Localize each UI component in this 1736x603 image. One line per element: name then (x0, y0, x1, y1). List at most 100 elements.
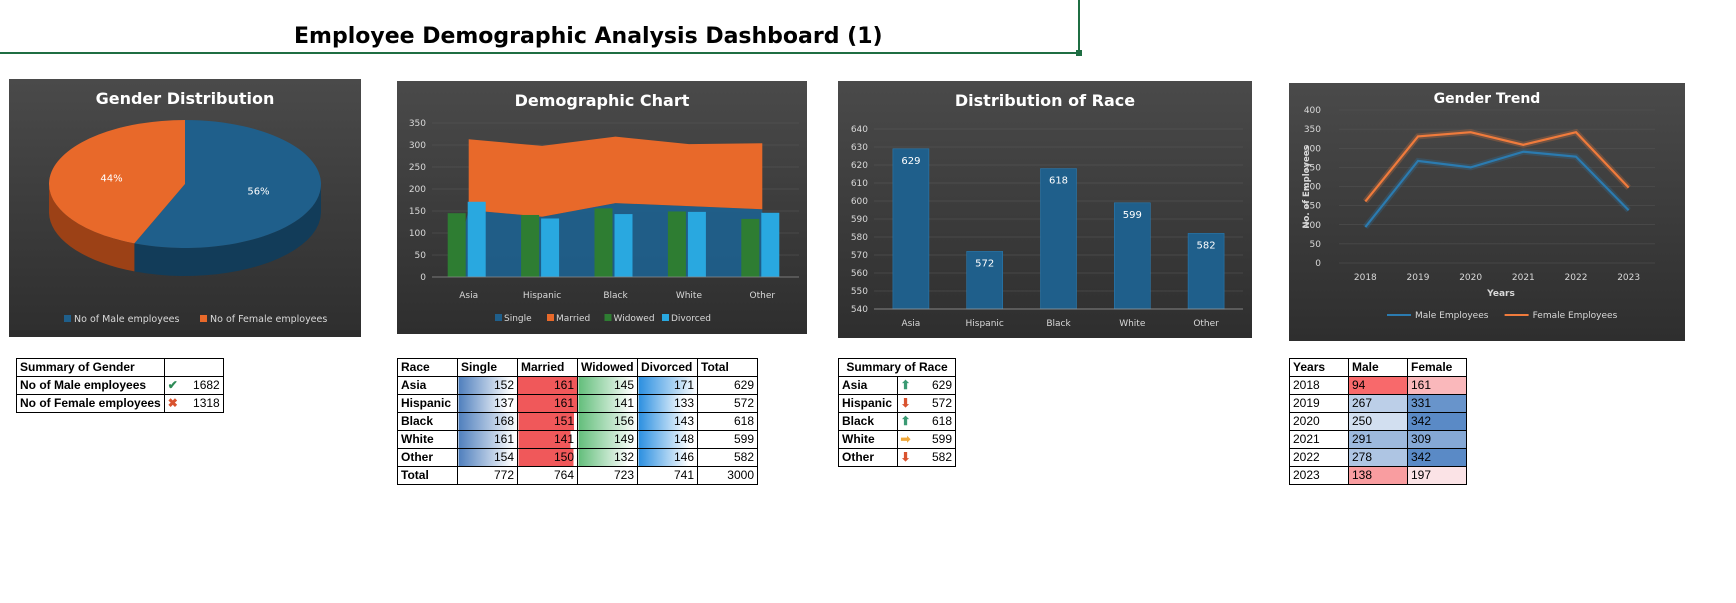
female-cell[interactable]: 309 (1407, 430, 1467, 449)
divorced-cell[interactable]: 148 (637, 430, 698, 449)
y-tick-label: 610 (851, 179, 868, 189)
race-distribution-chart[interactable]: Distribution of Race 540 550 560 570 580 590 60… (838, 81, 1252, 338)
demographic-chart[interactable]: Demographic Chart 0 50 100 150 200 250 300 350 As… (397, 81, 807, 334)
race-label[interactable]: Other (838, 448, 898, 467)
married-cell[interactable]: 151 (517, 412, 578, 431)
total-cell[interactable]: 629 (697, 376, 758, 395)
widowed-cell[interactable]: 145 (577, 376, 638, 395)
female-cell[interactable]: 342 (1407, 412, 1467, 431)
year-cell[interactable]: 2021 (1289, 430, 1349, 449)
widowed-cell[interactable]: 149 (577, 430, 638, 449)
total-cell[interactable]: 582 (697, 448, 758, 467)
total-cell[interactable]: 572 (697, 394, 758, 413)
gender-row-value-cell[interactable]: ✔ 1682 (163, 376, 224, 395)
male-cell[interactable]: 291 (1348, 430, 1408, 449)
year-cell[interactable]: 2019 (1289, 394, 1349, 413)
fill-handle[interactable] (1076, 50, 1082, 56)
year-cell[interactable]: 2018 (1289, 376, 1349, 395)
data-label: 629 (901, 156, 920, 167)
widowed-cell[interactable]: 156 (577, 412, 638, 431)
gender-trend-chart[interactable]: Gender Trend 0 50 100 150 200 250 300 350 400 2018… (1289, 83, 1685, 341)
divorced-cell[interactable]: 146 (637, 448, 698, 467)
married-cell[interactable]: 150 (517, 448, 578, 467)
race-value: 629 (931, 378, 952, 392)
y-tick-label: 100 (409, 229, 426, 239)
column-header[interactable]: Single (457, 358, 518, 377)
total-cell[interactable]: 599 (697, 430, 758, 449)
race-cell[interactable]: Black (397, 412, 458, 431)
race-value-cell[interactable]: ⬇ 572 (896, 394, 956, 413)
column-header[interactable]: Years (1289, 358, 1349, 377)
total-cell[interactable]: 723 (577, 466, 638, 485)
female-cell[interactable]: 331 (1407, 394, 1467, 413)
bar-divorced (687, 211, 706, 277)
race-value: 618 (931, 414, 952, 428)
table-row: Asia ⬆ 629 (838, 376, 956, 395)
column-header[interactable]: Total (697, 358, 758, 377)
female-cell[interactable]: 161 (1407, 376, 1467, 395)
male-cell[interactable]: 267 (1348, 394, 1408, 413)
y-tick-label: 250 (1304, 163, 1321, 173)
race-value-cell[interactable]: ⬆ 618 (896, 412, 956, 431)
column-header[interactable]: Divorced (637, 358, 698, 377)
female-cell[interactable]: 342 (1407, 448, 1467, 467)
title-cell[interactable] (0, 0, 1082, 56)
single-cell[interactable]: 161 (457, 430, 518, 449)
male-cell[interactable]: 250 (1348, 412, 1408, 431)
race-summary-header[interactable]: Summary of Race (838, 358, 956, 377)
divorced-cell[interactable]: 133 (637, 394, 698, 413)
race-label[interactable]: Black (838, 412, 898, 431)
gender-row-label[interactable]: No of Male employees (16, 376, 165, 395)
total-cell[interactable]: 618 (697, 412, 758, 431)
race-label[interactable]: Hispanic (838, 394, 898, 413)
column-header[interactable]: Male (1348, 358, 1408, 377)
total-cell[interactable]: 764 (517, 466, 578, 485)
total-cell[interactable]: 772 (457, 466, 518, 485)
single-cell[interactable]: 168 (457, 412, 518, 431)
total-cell[interactable]: 3000 (697, 466, 758, 485)
y-tick-label: 620 (851, 161, 868, 171)
year-cell[interactable]: 2020 (1289, 412, 1349, 431)
race-cell[interactable]: Other (397, 448, 458, 467)
empty-cell[interactable] (163, 358, 224, 377)
column-header[interactable]: Married (517, 358, 578, 377)
table-row: 2022 278 342 (1289, 448, 1467, 467)
column-header[interactable]: Widowed (577, 358, 638, 377)
year-cell[interactable]: 2023 (1289, 466, 1349, 485)
legend-label: Single (504, 314, 532, 324)
divorced-cell[interactable]: 143 (637, 412, 698, 431)
race-value-cell[interactable]: ➡ 599 (896, 430, 956, 449)
race-value-cell[interactable]: ⬇ 582 (896, 448, 956, 467)
total-label[interactable]: Total (397, 466, 458, 485)
race-value-cell[interactable]: ⬆ 629 (896, 376, 956, 395)
gender-row-label[interactable]: No of Female employees (16, 394, 165, 413)
pie-slice-side (134, 184, 321, 276)
married-cell[interactable]: 161 (517, 394, 578, 413)
legend-swatch (547, 314, 554, 321)
married-cell[interactable]: 161 (517, 376, 578, 395)
column-header[interactable]: Female (1407, 358, 1467, 377)
race-cell[interactable]: White (397, 430, 458, 449)
column-header[interactable]: Race (397, 358, 458, 377)
legend-label: Widowed (614, 314, 655, 324)
race-label[interactable]: Asia (838, 376, 898, 395)
race-label[interactable]: White (838, 430, 898, 449)
male-cell[interactable]: 278 (1348, 448, 1408, 467)
year-cell[interactable]: 2022 (1289, 448, 1349, 467)
male-cell[interactable]: 138 (1348, 466, 1408, 485)
married-cell[interactable]: 141 (517, 430, 578, 449)
race-cell[interactable]: Asia (397, 376, 458, 395)
widowed-cell[interactable]: 132 (577, 448, 638, 467)
gender-row-value-cell[interactable]: ✖ 1318 (163, 394, 224, 413)
female-cell[interactable]: 197 (1407, 466, 1467, 485)
male-cell[interactable]: 94 (1348, 376, 1408, 395)
single-cell[interactable]: 154 (457, 448, 518, 467)
gender-summary-header[interactable]: Summary of Gender (16, 358, 165, 377)
total-cell[interactable]: 741 (637, 466, 698, 485)
divorced-cell[interactable]: 171 (637, 376, 698, 395)
single-cell[interactable]: 137 (457, 394, 518, 413)
gender-distribution-chart[interactable]: Gender Distribution 56% 44% No of Male empl… (9, 79, 361, 337)
race-cell[interactable]: Hispanic (397, 394, 458, 413)
single-cell[interactable]: 152 (457, 376, 518, 395)
widowed-cell[interactable]: 141 (577, 394, 638, 413)
